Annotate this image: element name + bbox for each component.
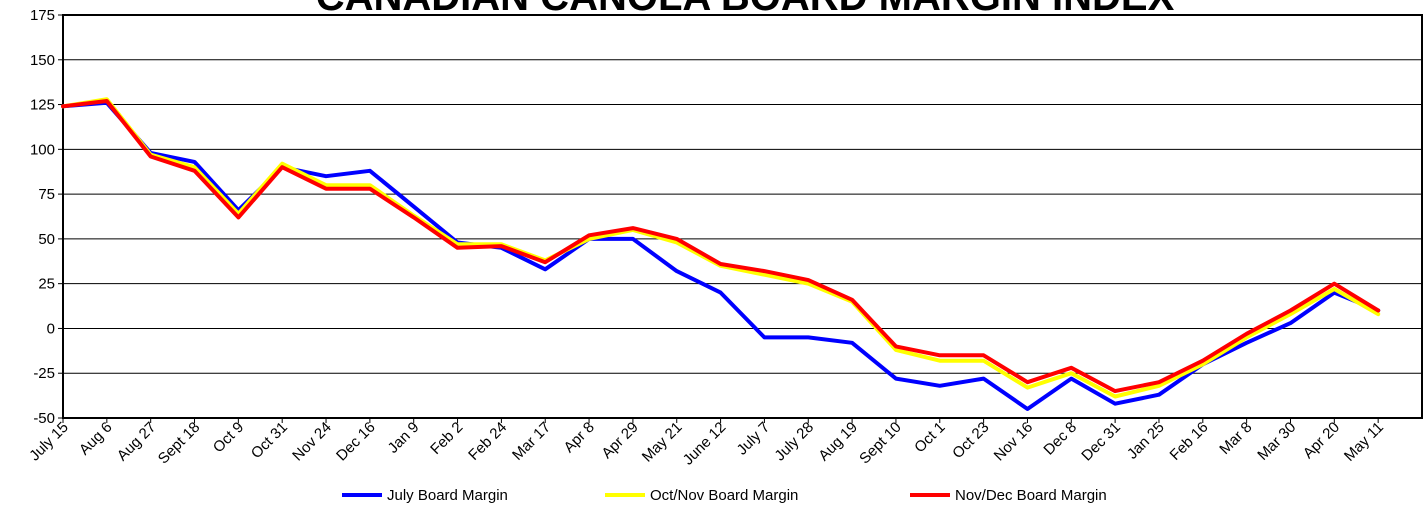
x-tick-label: Nov 16 (991, 419, 1037, 465)
x-tick-label: Aug 27 (114, 419, 160, 465)
x-tick-label: Sept 18 (155, 419, 204, 468)
chart-title: CANADIAN CANOLA BOARD MARGIN INDEX (316, 0, 1175, 19)
y-tick-label: 0 (47, 320, 55, 337)
x-tick-label: Mar 8 (1216, 419, 1255, 458)
y-tick-label: 125 (30, 97, 55, 114)
series-line-0 (61, 100, 1381, 411)
plot-area (62, 14, 1423, 419)
x-tick-label: Jan 25 (1124, 419, 1168, 463)
x-tick-label: July 7 (734, 419, 774, 459)
x-tick-label: Apr 8 (561, 419, 598, 456)
y-tick-label: 25 (38, 276, 55, 293)
x-tick-label: Oct 31 (248, 419, 291, 462)
y-tick-label: 150 (30, 52, 55, 69)
legend-label: Oct/Nov Board Margin (650, 487, 798, 504)
x-tick-label: Aug 19 (815, 419, 861, 465)
x-tick-label: Jan 9 (385, 419, 423, 457)
y-tick-label: 50 (38, 231, 55, 248)
x-tick-label: Aug 6 (76, 419, 116, 459)
y-tick-label: 100 (30, 141, 55, 158)
y-tick-label: 75 (38, 186, 55, 203)
series-line-2 (61, 99, 1381, 394)
x-tick-label: Dec 16 (333, 419, 379, 465)
x-tick-label: May 21 (639, 419, 686, 466)
x-tick-label: Oct 9 (210, 419, 247, 456)
x-tick-label: Sept 10 (856, 419, 905, 468)
y-tick-label: -25 (33, 365, 55, 382)
x-tick-label: May 11 (1341, 419, 1387, 465)
x-tick-label: Feb 24 (465, 419, 510, 464)
x-tick-label: June 12 (680, 419, 730, 469)
x-tick-label: Feb 16 (1167, 419, 1212, 464)
x-tick-label: Feb 2 (427, 419, 466, 458)
y-tick-label: 175 (30, 7, 55, 24)
x-tick-label: Mar 17 (509, 419, 554, 464)
x-tick-label: Oct 23 (949, 419, 992, 462)
x-tick-label: Apr 29 (598, 419, 641, 462)
legend-label: July Board Margin (387, 487, 508, 504)
series-line-1 (61, 97, 1381, 399)
x-tick-label: July 28 (771, 419, 817, 465)
series-lines (61, 97, 1381, 411)
x-tick-label: Apr 20 (1300, 419, 1343, 462)
x-tick-label: Dec 8 (1040, 419, 1080, 459)
y-tick-label: -50 (33, 410, 55, 427)
x-tick-label: Nov 24 (289, 419, 335, 465)
legend-label: Nov/Dec Board Margin (955, 487, 1107, 504)
x-tick-label: Dec 31 (1078, 419, 1124, 465)
x-tick-label: Oct 1 (911, 419, 948, 456)
legend: July Board Margin Oct/Nov Board Margin Nov… (342, 487, 1107, 504)
x-tick-label: Mar 30 (1254, 419, 1299, 464)
y-axis: 175 150 125 100 75 50 25 0 -25 -50 (30, 7, 63, 427)
